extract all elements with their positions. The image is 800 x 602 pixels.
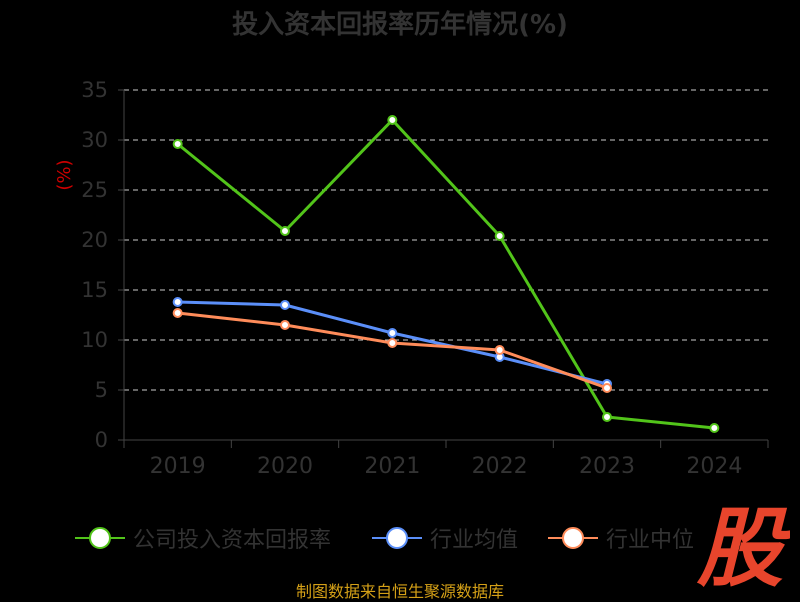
y-tick-label: 0 — [95, 428, 108, 452]
chart-title: 投入资本回报率历年情况(%) — [232, 10, 568, 40]
tick-labels: 0 5 10 15 20 25 30 35 2019 2020 2021 2022 2023 2024 (%… — [54, 78, 742, 479]
data-point — [494, 231, 505, 241]
data-point — [709, 423, 720, 433]
x-tick-label: 2024 — [686, 454, 742, 479]
y-tick-label: 35 — [81, 78, 108, 102]
data-point — [387, 328, 398, 338]
y-tick-label: 20 — [81, 228, 108, 252]
series-line-2 — [177, 311, 608, 390]
y-tick-label: 30 — [81, 128, 108, 152]
x-tick-label: 2021 — [364, 454, 420, 479]
legend-item-industry-average[interactable]: 行业均值 — [372, 521, 518, 555]
x-tick-label: 2020 — [257, 454, 313, 479]
legend-item-industry-median[interactable]: 行业中位 — [548, 521, 694, 555]
y-tick-label: 10 — [81, 328, 108, 352]
data-point — [602, 412, 612, 422]
legend-marker-icon — [548, 527, 598, 549]
data-point — [387, 115, 398, 125]
series-lines — [172, 115, 720, 433]
data-source-caption: 制图数据来自恒生聚源数据库 — [295, 582, 504, 601]
legend-label: 公司投入资本回报率 — [133, 528, 332, 553]
data-point — [172, 297, 183, 307]
y-tick-label: 15 — [81, 278, 108, 302]
stock-logo-icon: 股 — [696, 500, 790, 590]
data-point — [387, 338, 398, 348]
data-point — [280, 226, 290, 236]
series-line-0 — [176, 118, 715, 430]
data-point — [280, 300, 290, 310]
y-axis-label: (%) — [54, 159, 75, 190]
x-tick-label: 2023 — [579, 454, 635, 479]
data-point — [602, 383, 612, 393]
data-point — [172, 308, 183, 318]
legend-marker-icon — [372, 527, 422, 549]
legend-label: 行业中位 — [606, 528, 695, 553]
y-tick-label: 25 — [81, 178, 108, 202]
legend-item-company[interactable]: 公司投入资本回报率 — [75, 521, 331, 555]
legend-label: 行业均值 — [430, 528, 519, 553]
x-tick-label: 2019 — [150, 454, 206, 479]
y-tick-label: 5 — [95, 378, 108, 402]
data-point — [280, 320, 290, 330]
axes — [118, 89, 769, 448]
svg-text:股: 股 — [696, 500, 790, 590]
x-tick-label: 2022 — [472, 454, 528, 479]
data-point — [494, 345, 505, 355]
legend-marker-icon — [75, 527, 125, 549]
data-point — [172, 139, 183, 149]
